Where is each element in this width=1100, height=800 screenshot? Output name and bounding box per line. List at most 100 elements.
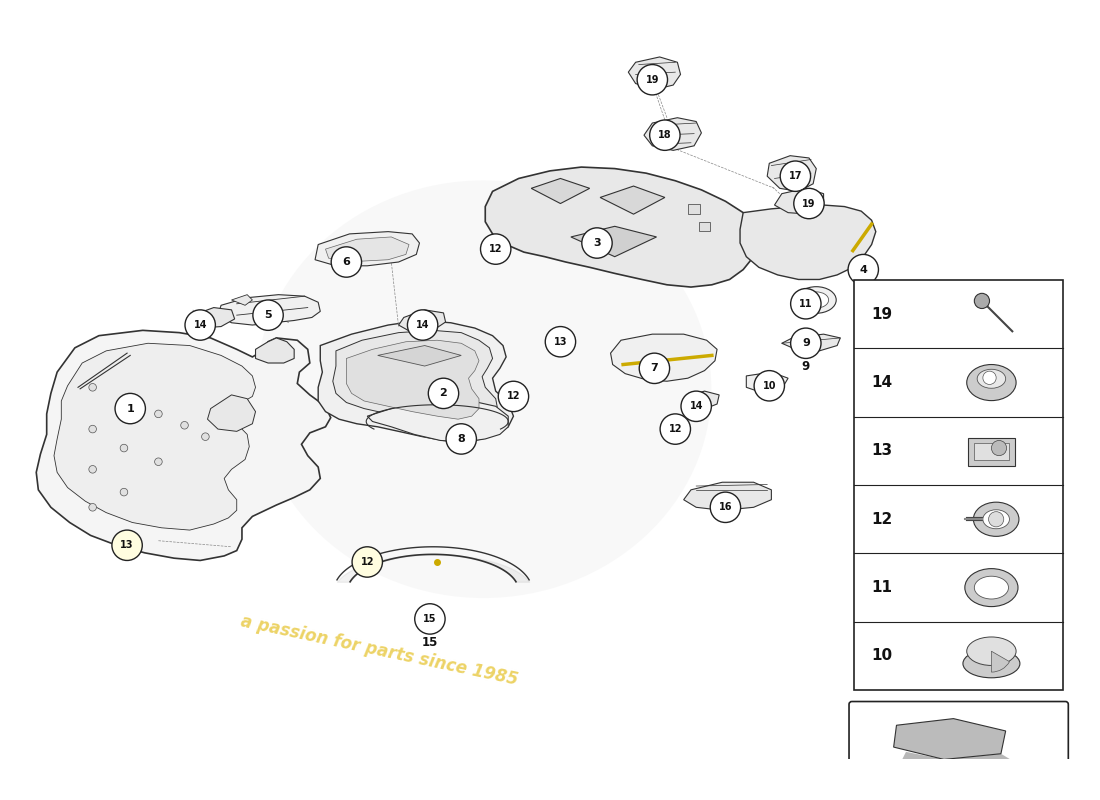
Polygon shape bbox=[684, 482, 771, 510]
Circle shape bbox=[407, 310, 438, 340]
Polygon shape bbox=[333, 330, 498, 426]
Text: 19: 19 bbox=[802, 198, 816, 209]
Circle shape bbox=[112, 530, 142, 561]
Bar bbox=[968, 438, 1015, 466]
Text: 12: 12 bbox=[871, 512, 892, 526]
Polygon shape bbox=[208, 395, 255, 431]
Circle shape bbox=[352, 546, 383, 577]
Circle shape bbox=[428, 378, 459, 409]
Text: 19: 19 bbox=[871, 306, 892, 322]
Polygon shape bbox=[187, 307, 234, 328]
Ellipse shape bbox=[974, 502, 1019, 536]
Polygon shape bbox=[901, 752, 1011, 769]
Circle shape bbox=[975, 294, 990, 309]
Ellipse shape bbox=[255, 180, 712, 598]
Polygon shape bbox=[610, 334, 717, 382]
Polygon shape bbox=[315, 232, 419, 266]
Text: 2: 2 bbox=[440, 388, 448, 398]
Circle shape bbox=[447, 424, 476, 454]
Circle shape bbox=[201, 433, 209, 441]
Text: 4: 4 bbox=[859, 265, 867, 274]
Polygon shape bbox=[54, 343, 255, 530]
Circle shape bbox=[780, 161, 811, 191]
Circle shape bbox=[116, 394, 145, 424]
Circle shape bbox=[991, 441, 1006, 456]
Text: 12: 12 bbox=[507, 391, 520, 402]
Polygon shape bbox=[601, 186, 664, 214]
Text: 14: 14 bbox=[194, 320, 207, 330]
Text: 19: 19 bbox=[646, 74, 659, 85]
Polygon shape bbox=[485, 167, 757, 287]
Polygon shape bbox=[571, 226, 657, 257]
Text: 11: 11 bbox=[871, 580, 892, 595]
Circle shape bbox=[120, 488, 128, 496]
Polygon shape bbox=[255, 338, 294, 363]
Text: 18: 18 bbox=[658, 130, 672, 140]
Bar bbox=[854, 280, 1063, 690]
Circle shape bbox=[794, 188, 824, 218]
Ellipse shape bbox=[965, 569, 1018, 606]
Circle shape bbox=[180, 422, 188, 429]
Polygon shape bbox=[774, 188, 824, 214]
Polygon shape bbox=[531, 178, 590, 203]
Polygon shape bbox=[628, 57, 681, 90]
Text: 8: 8 bbox=[458, 434, 465, 444]
Text: 9: 9 bbox=[802, 338, 810, 348]
Bar bbox=[975, 443, 1009, 461]
Text: 6: 6 bbox=[342, 257, 350, 267]
Text: 16: 16 bbox=[718, 502, 733, 512]
Circle shape bbox=[120, 444, 128, 452]
Polygon shape bbox=[782, 334, 840, 351]
Circle shape bbox=[89, 466, 97, 473]
Polygon shape bbox=[326, 237, 409, 262]
Circle shape bbox=[331, 247, 362, 277]
Text: 12: 12 bbox=[490, 244, 503, 254]
Bar bbox=[689, 204, 700, 214]
Text: 825 04: 825 04 bbox=[926, 790, 991, 800]
Polygon shape bbox=[746, 372, 788, 394]
Text: 1: 1 bbox=[126, 403, 134, 414]
Circle shape bbox=[89, 503, 97, 511]
Text: 15: 15 bbox=[424, 614, 437, 624]
Text: 12: 12 bbox=[361, 557, 374, 567]
FancyBboxPatch shape bbox=[849, 778, 1068, 800]
Text: 13: 13 bbox=[553, 337, 568, 346]
Circle shape bbox=[155, 410, 162, 418]
Ellipse shape bbox=[796, 286, 836, 314]
Ellipse shape bbox=[975, 576, 1009, 599]
Circle shape bbox=[660, 414, 691, 444]
Circle shape bbox=[848, 254, 879, 285]
Circle shape bbox=[711, 492, 740, 522]
Text: 5: 5 bbox=[264, 310, 272, 320]
Circle shape bbox=[415, 604, 446, 634]
Wedge shape bbox=[991, 651, 1010, 672]
Text: 12: 12 bbox=[669, 424, 682, 434]
Polygon shape bbox=[36, 330, 331, 561]
Text: a passion for parts since 1985: a passion for parts since 1985 bbox=[239, 612, 519, 689]
Polygon shape bbox=[767, 156, 816, 191]
Ellipse shape bbox=[804, 292, 828, 308]
Circle shape bbox=[498, 382, 529, 412]
Circle shape bbox=[481, 234, 510, 264]
Text: 9: 9 bbox=[802, 360, 810, 374]
Ellipse shape bbox=[967, 365, 1016, 401]
Polygon shape bbox=[231, 294, 252, 306]
Circle shape bbox=[791, 328, 821, 358]
Circle shape bbox=[155, 458, 162, 466]
Circle shape bbox=[582, 228, 613, 258]
Text: 10: 10 bbox=[762, 381, 776, 390]
Circle shape bbox=[546, 326, 575, 357]
Text: 17: 17 bbox=[789, 171, 802, 181]
Polygon shape bbox=[740, 205, 876, 279]
Ellipse shape bbox=[967, 637, 1016, 666]
Polygon shape bbox=[318, 321, 514, 442]
Text: 10: 10 bbox=[871, 649, 892, 663]
Polygon shape bbox=[684, 391, 719, 410]
Polygon shape bbox=[398, 310, 446, 333]
Text: 15: 15 bbox=[421, 636, 438, 649]
Polygon shape bbox=[218, 294, 320, 325]
Text: 13: 13 bbox=[120, 540, 134, 550]
Ellipse shape bbox=[983, 510, 1010, 529]
Circle shape bbox=[89, 426, 97, 433]
Ellipse shape bbox=[977, 370, 1005, 388]
